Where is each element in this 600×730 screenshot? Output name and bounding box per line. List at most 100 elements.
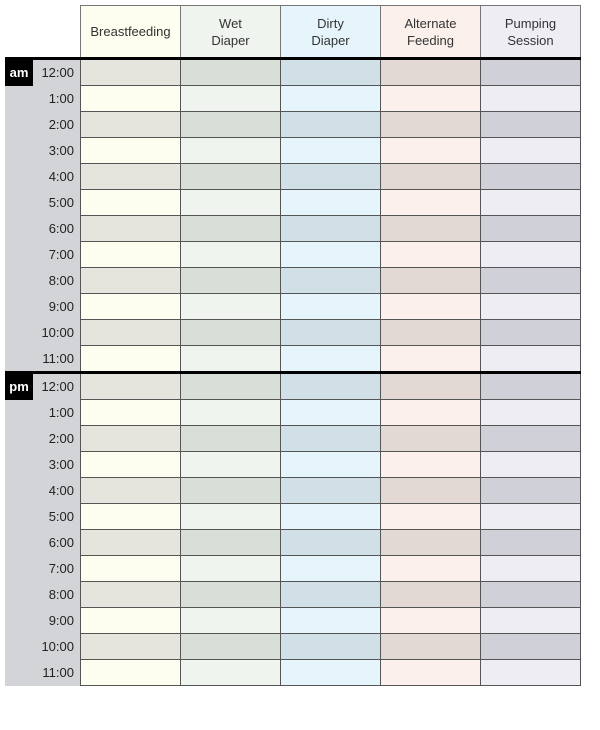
log-cell[interactable] xyxy=(80,319,181,346)
log-cell[interactable] xyxy=(180,477,281,504)
log-cell[interactable] xyxy=(180,163,281,190)
log-cell[interactable] xyxy=(280,111,381,138)
log-cell[interactable] xyxy=(280,425,381,452)
log-cell[interactable] xyxy=(380,85,481,112)
log-cell[interactable] xyxy=(80,215,181,242)
log-cell[interactable] xyxy=(480,267,581,294)
log-cell[interactable] xyxy=(480,85,581,112)
log-cell[interactable] xyxy=(280,581,381,608)
log-cell[interactable] xyxy=(480,477,581,504)
log-cell[interactable] xyxy=(80,371,181,400)
log-cell[interactable] xyxy=(280,137,381,164)
log-cell[interactable] xyxy=(280,659,381,686)
log-cell[interactable] xyxy=(380,189,481,216)
log-cell[interactable] xyxy=(280,529,381,556)
log-cell[interactable] xyxy=(80,425,181,452)
log-cell[interactable] xyxy=(180,503,281,530)
log-cell[interactable] xyxy=(80,555,181,582)
log-cell[interactable] xyxy=(280,477,381,504)
log-cell[interactable] xyxy=(80,477,181,504)
log-cell[interactable] xyxy=(280,215,381,242)
log-cell[interactable] xyxy=(380,451,481,478)
log-cell[interactable] xyxy=(380,319,481,346)
log-cell[interactable] xyxy=(480,581,581,608)
log-cell[interactable] xyxy=(380,529,481,556)
log-cell[interactable] xyxy=(380,111,481,138)
log-cell[interactable] xyxy=(380,163,481,190)
log-cell[interactable] xyxy=(480,451,581,478)
log-cell[interactable] xyxy=(380,293,481,320)
log-cell[interactable] xyxy=(280,85,381,112)
log-cell[interactable] xyxy=(180,607,281,634)
log-cell[interactable] xyxy=(280,319,381,346)
log-cell[interactable] xyxy=(380,215,481,242)
log-cell[interactable] xyxy=(80,57,181,86)
log-cell[interactable] xyxy=(80,111,181,138)
log-cell[interactable] xyxy=(180,555,281,582)
log-cell[interactable] xyxy=(480,293,581,320)
log-cell[interactable] xyxy=(380,477,481,504)
log-cell[interactable] xyxy=(180,581,281,608)
log-cell[interactable] xyxy=(80,137,181,164)
log-cell[interactable] xyxy=(80,503,181,530)
log-cell[interactable] xyxy=(280,267,381,294)
log-cell[interactable] xyxy=(180,371,281,400)
log-cell[interactable] xyxy=(80,189,181,216)
log-cell[interactable] xyxy=(480,345,581,373)
log-cell[interactable] xyxy=(380,399,481,426)
log-cell[interactable] xyxy=(180,267,281,294)
log-cell[interactable] xyxy=(280,57,381,86)
log-cell[interactable] xyxy=(80,581,181,608)
log-cell[interactable] xyxy=(480,57,581,86)
log-cell[interactable] xyxy=(80,293,181,320)
log-cell[interactable] xyxy=(80,607,181,634)
log-cell[interactable] xyxy=(480,189,581,216)
log-cell[interactable] xyxy=(480,111,581,138)
log-cell[interactable] xyxy=(280,399,381,426)
log-cell[interactable] xyxy=(180,137,281,164)
log-cell[interactable] xyxy=(380,555,481,582)
log-cell[interactable] xyxy=(480,371,581,400)
log-cell[interactable] xyxy=(80,241,181,268)
log-cell[interactable] xyxy=(280,633,381,660)
log-cell[interactable] xyxy=(180,399,281,426)
log-cell[interactable] xyxy=(80,451,181,478)
log-cell[interactable] xyxy=(180,451,281,478)
log-cell[interactable] xyxy=(180,659,281,686)
log-cell[interactable] xyxy=(480,241,581,268)
log-cell[interactable] xyxy=(280,555,381,582)
log-cell[interactable] xyxy=(180,241,281,268)
log-cell[interactable] xyxy=(480,607,581,634)
log-cell[interactable] xyxy=(480,137,581,164)
log-cell[interactable] xyxy=(280,293,381,320)
log-cell[interactable] xyxy=(180,425,281,452)
log-cell[interactable] xyxy=(180,345,281,373)
log-cell[interactable] xyxy=(180,215,281,242)
log-cell[interactable] xyxy=(80,163,181,190)
log-cell[interactable] xyxy=(80,85,181,112)
log-cell[interactable] xyxy=(380,607,481,634)
log-cell[interactable] xyxy=(480,425,581,452)
log-cell[interactable] xyxy=(380,659,481,686)
log-cell[interactable] xyxy=(380,425,481,452)
log-cell[interactable] xyxy=(180,111,281,138)
log-cell[interactable] xyxy=(480,633,581,660)
log-cell[interactable] xyxy=(80,399,181,426)
log-cell[interactable] xyxy=(480,319,581,346)
log-cell[interactable] xyxy=(180,293,281,320)
log-cell[interactable] xyxy=(280,451,381,478)
log-cell[interactable] xyxy=(80,659,181,686)
log-cell[interactable] xyxy=(180,57,281,86)
log-cell[interactable] xyxy=(80,267,181,294)
log-cell[interactable] xyxy=(480,163,581,190)
log-cell[interactable] xyxy=(380,241,481,268)
log-cell[interactable] xyxy=(180,319,281,346)
log-cell[interactable] xyxy=(380,633,481,660)
log-cell[interactable] xyxy=(280,371,381,400)
log-cell[interactable] xyxy=(480,659,581,686)
log-cell[interactable] xyxy=(280,345,381,373)
log-cell[interactable] xyxy=(380,137,481,164)
log-cell[interactable] xyxy=(80,529,181,556)
log-cell[interactable] xyxy=(80,633,181,660)
log-cell[interactable] xyxy=(280,189,381,216)
